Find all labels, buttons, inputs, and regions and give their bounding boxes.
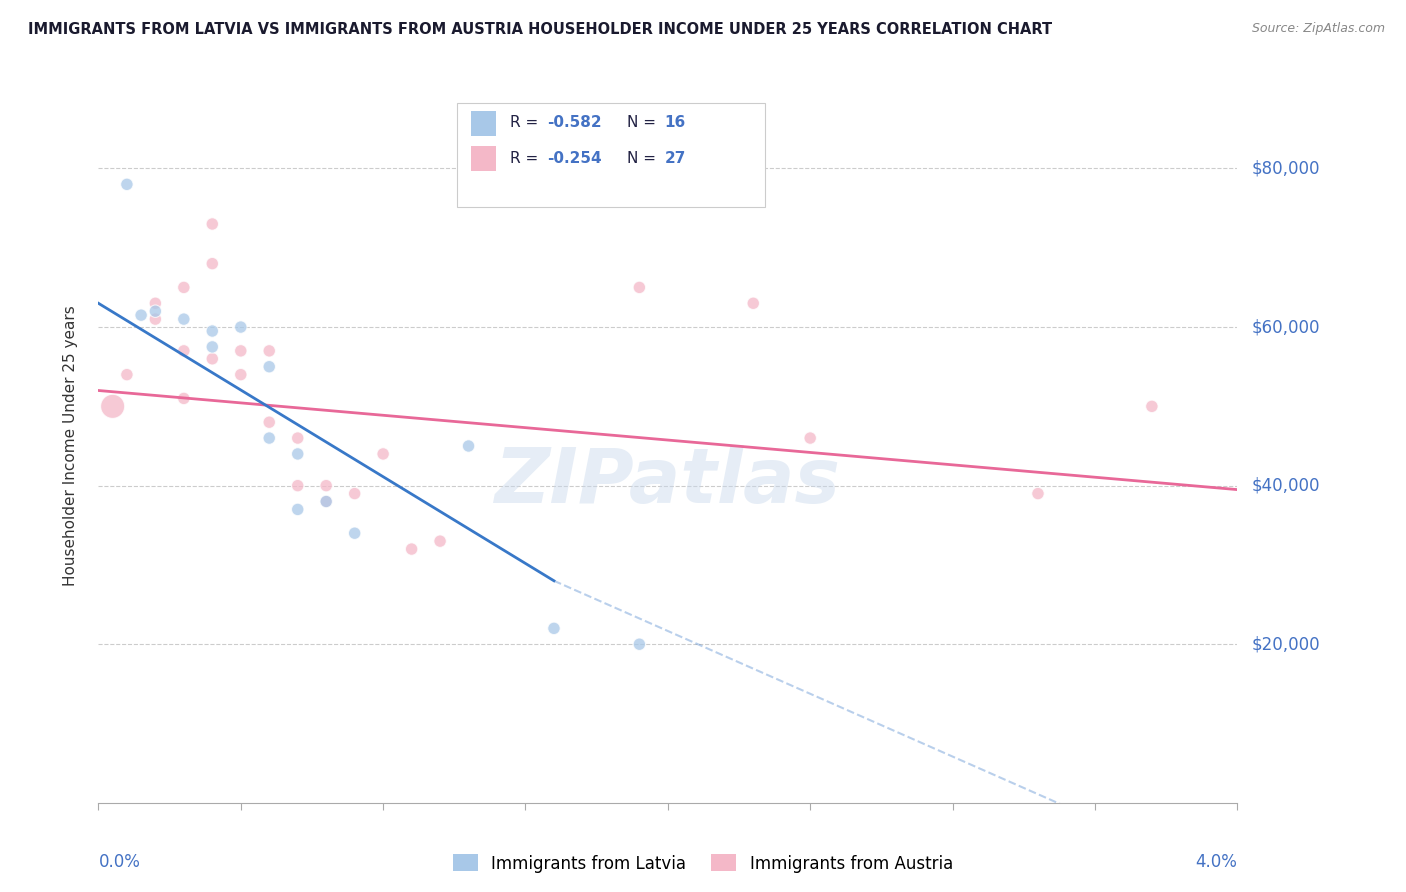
Text: N =: N = xyxy=(627,115,661,130)
FancyBboxPatch shape xyxy=(471,111,496,136)
Point xyxy=(401,542,423,557)
Point xyxy=(173,312,195,326)
Point xyxy=(145,296,167,310)
Point xyxy=(101,400,124,414)
FancyBboxPatch shape xyxy=(457,103,765,207)
Text: 0.0%: 0.0% xyxy=(98,853,141,871)
Point xyxy=(201,217,224,231)
Text: R =: R = xyxy=(509,151,543,166)
Point xyxy=(229,368,252,382)
Point xyxy=(315,494,337,508)
Point xyxy=(457,439,479,453)
Point xyxy=(1026,486,1049,500)
Text: $80,000: $80,000 xyxy=(1251,160,1320,178)
Text: $60,000: $60,000 xyxy=(1251,318,1320,336)
Point xyxy=(145,304,167,318)
Text: -0.582: -0.582 xyxy=(547,115,602,130)
Text: 27: 27 xyxy=(665,151,686,166)
Text: Source: ZipAtlas.com: Source: ZipAtlas.com xyxy=(1251,22,1385,36)
Point xyxy=(173,280,195,294)
Point xyxy=(259,415,281,429)
Point xyxy=(343,526,366,541)
Point xyxy=(371,447,394,461)
Text: 16: 16 xyxy=(665,115,686,130)
Point xyxy=(259,359,281,374)
Text: 4.0%: 4.0% xyxy=(1195,853,1237,871)
Point xyxy=(259,343,281,358)
Point xyxy=(229,320,252,334)
Text: IMMIGRANTS FROM LATVIA VS IMMIGRANTS FROM AUSTRIA HOUSEHOLDER INCOME UNDER 25 YE: IMMIGRANTS FROM LATVIA VS IMMIGRANTS FRO… xyxy=(28,22,1052,37)
Point xyxy=(315,494,337,508)
FancyBboxPatch shape xyxy=(471,146,496,171)
Text: ZIPatlas: ZIPatlas xyxy=(495,445,841,518)
Point xyxy=(287,447,309,461)
Legend: Immigrants from Latvia, Immigrants from Austria: Immigrants from Latvia, Immigrants from … xyxy=(446,847,960,880)
Point xyxy=(628,637,651,651)
Point xyxy=(145,312,167,326)
Point xyxy=(287,431,309,445)
Point xyxy=(742,296,765,310)
Point xyxy=(343,486,366,500)
Text: R =: R = xyxy=(509,115,543,130)
Point xyxy=(287,478,309,492)
Y-axis label: Householder Income Under 25 years: Householder Income Under 25 years xyxy=(63,306,77,586)
Point xyxy=(201,257,224,271)
Point xyxy=(201,340,224,354)
Text: $40,000: $40,000 xyxy=(1251,476,1320,495)
Point xyxy=(628,280,651,294)
Point xyxy=(429,534,451,549)
Point xyxy=(115,368,138,382)
Point xyxy=(201,324,224,338)
Point xyxy=(173,392,195,406)
Point xyxy=(201,351,224,366)
Point xyxy=(115,178,138,192)
Point xyxy=(543,621,565,635)
Point xyxy=(315,478,337,492)
Point xyxy=(1140,400,1163,414)
Point xyxy=(287,502,309,516)
Point xyxy=(229,343,252,358)
Text: $20,000: $20,000 xyxy=(1251,635,1320,653)
Point xyxy=(173,343,195,358)
Text: N =: N = xyxy=(627,151,661,166)
Text: -0.254: -0.254 xyxy=(547,151,602,166)
Point xyxy=(259,431,281,445)
Point xyxy=(129,308,152,322)
Point xyxy=(799,431,821,445)
